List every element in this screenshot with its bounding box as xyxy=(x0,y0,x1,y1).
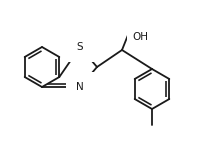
Text: S: S xyxy=(77,42,83,52)
Text: N: N xyxy=(76,82,84,92)
Text: OH: OH xyxy=(132,32,148,42)
